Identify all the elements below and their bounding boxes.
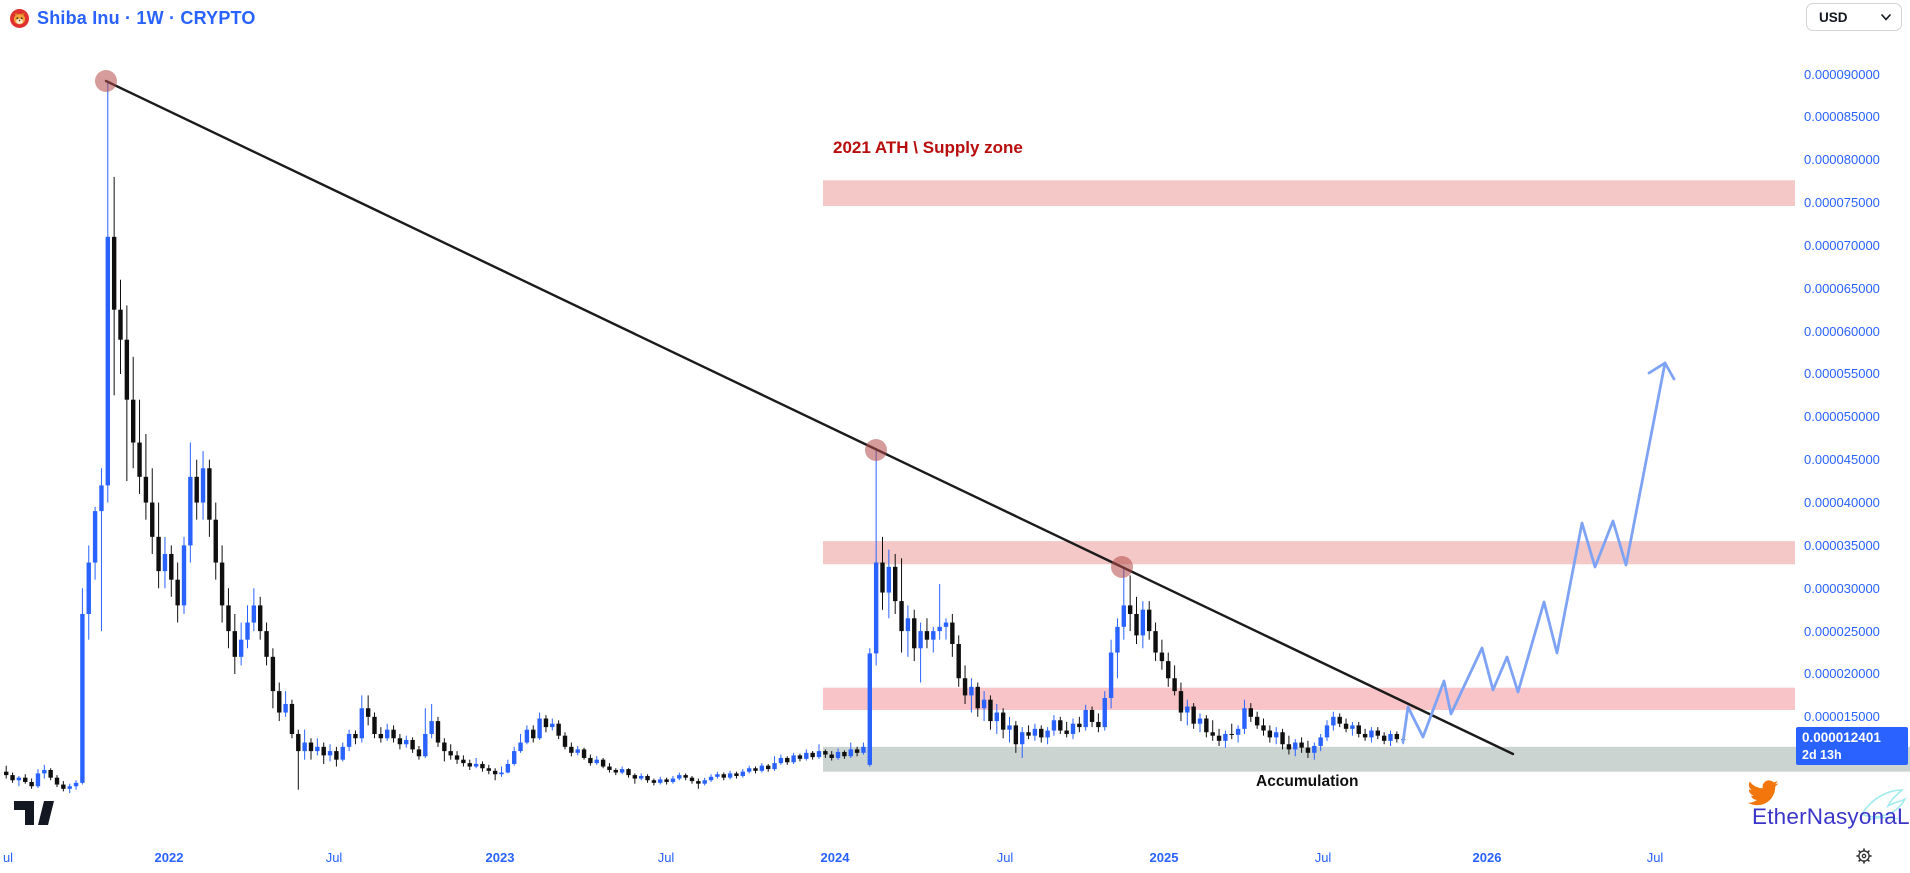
time-axis-label: 2025 — [1149, 850, 1179, 865]
price-axis-label: 0.000050000 — [1804, 409, 1880, 425]
price-axis-label: 0.000085000 — [1804, 109, 1880, 125]
currency-dropdown-value: USD — [1819, 9, 1848, 25]
price-axis-label: 0.000055000 — [1804, 366, 1880, 382]
descending-trendline — [104, 79, 1515, 756]
accumulation-label[interactable]: Accumulation — [1256, 773, 1359, 790]
price-axis-label: 0.000025000 — [1804, 623, 1880, 639]
tradingview-logo-icon[interactable] — [13, 798, 61, 828]
price-axis-label: 0.000035000 — [1804, 537, 1880, 553]
time-axis-label: Jul — [1314, 850, 1332, 865]
price-axis-label: 0.000065000 — [1804, 280, 1880, 296]
time-axis-label: 2022 — [154, 850, 184, 865]
price-axis-label: 0.000040000 — [1804, 495, 1880, 511]
cyan-sketch-icon — [1860, 789, 1908, 821]
time-axis-label: 2023 — [485, 850, 515, 865]
author-watermark: EtherNasyonaL — [1742, 780, 1910, 832]
twitter-bird-icon — [1747, 780, 1779, 806]
price-axis-label: 0.000075000 — [1804, 195, 1880, 211]
price-scale-settings-button[interactable] — [1855, 847, 1877, 867]
gear-icon — [1856, 848, 1872, 864]
projection-arrowhead — [1647, 361, 1667, 375]
price-axis-label: 0.000080000 — [1804, 152, 1880, 168]
projection-path — [1401, 361, 1667, 744]
zone-supply-mid — [823, 541, 1795, 565]
price-axis-label: 0.000030000 — [1804, 580, 1880, 596]
time-axis-label: ul — [2, 850, 14, 865]
chevron-down-icon — [1881, 13, 1891, 21]
price-axis-label: 0.000090000 — [1804, 66, 1880, 82]
last-price-value: 0.000012401 — [1802, 730, 1881, 745]
time-axis-label: Jul — [657, 850, 675, 865]
zone-supply-low — [823, 687, 1795, 710]
trendline-touch-marker-2 — [865, 439, 887, 461]
symbol-title[interactable]: Shiba Inu · 1W · CRYPTO — [37, 7, 256, 28]
currency-dropdown[interactable]: USD — [1806, 3, 1902, 31]
bar-close-countdown: 2d 13h — [1802, 748, 1842, 762]
time-axis-label: 2026 — [1472, 850, 1502, 865]
price-axis-label: 0.000070000 — [1804, 237, 1880, 253]
candles-series — [4, 80, 1406, 794]
trendline-touch-marker-3 — [1111, 556, 1133, 578]
supply-zone-label[interactable]: 2021 ATH \ Supply zone — [833, 138, 1023, 157]
trendline-touch-marker-1 — [95, 70, 117, 92]
zone-accumulation — [823, 746, 1910, 772]
shiba-inu-logo-icon — [10, 8, 29, 28]
price-axis-label: 0.000020000 — [1804, 666, 1880, 682]
time-axis-label: Jul — [325, 850, 343, 865]
watermark-text: EtherNasyonaL — [1752, 804, 1910, 829]
price-axis-label: 0.000015000 — [1804, 709, 1880, 725]
price-axis-label: 0.000045000 — [1804, 452, 1880, 468]
zone-supply-2021-ath — [823, 180, 1795, 206]
chart-header: Shiba Inu · 1W · CRYPTO — [10, 4, 256, 32]
time-axis-label: 2024 — [820, 850, 850, 865]
time-axis-label: Jul — [996, 850, 1014, 865]
time-axis-label: Jul — [1646, 850, 1664, 865]
projection-arrowhead — [1663, 361, 1676, 381]
price-axis-label: 0.000060000 — [1804, 323, 1880, 339]
last-price-badge: 0.000012401 2d 13h — [1796, 727, 1908, 765]
